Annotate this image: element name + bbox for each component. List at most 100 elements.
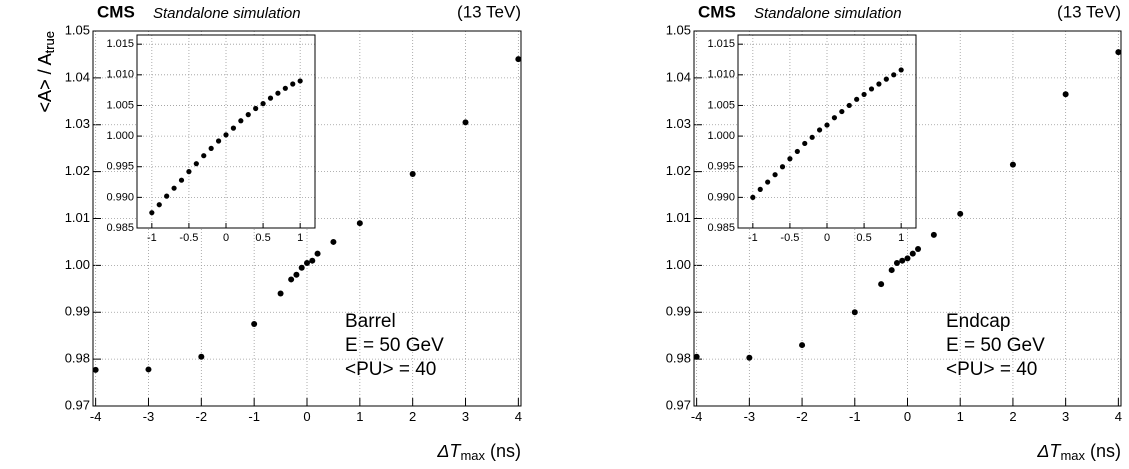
y-tick-label: 1.01 [65,210,90,225]
axes-frame [693,30,1122,407]
x-tick-label: -1 [849,409,861,424]
y-label-main: <A> / A [35,53,55,112]
y-tick-label: 1.000 [106,130,134,142]
data-point [765,179,771,185]
annotation: E = 50 GeV [946,335,1045,356]
data-point [304,260,310,267]
data-point [277,290,284,297]
y-label-sub: true [42,31,57,53]
x-tick-label: 0 [223,232,229,244]
y-tick-label: 1.02 [65,163,90,178]
data-point [891,72,897,78]
y-label-sub: true [42,31,57,53]
x-tick-label: 0 [824,232,830,244]
data-point [290,81,296,87]
y-axis-label: <A> / Atrue [35,31,58,112]
data-point [898,67,904,73]
x-tick-label: -4 [90,409,102,424]
data-point [293,271,300,278]
data-point [831,115,838,121]
data-point [186,169,192,175]
y-tick-label: 0.99 [65,304,90,319]
data-point [888,267,895,274]
data-point [356,220,363,227]
data-point [298,264,305,271]
data-point [171,185,177,191]
data-point [309,257,316,264]
x-tick-label: 1 [356,409,363,424]
energy-label: (13 TeV) [1057,2,1121,21]
experiment-label: CMS [97,2,135,21]
x-tick-label: 2 [409,409,416,424]
data-point [515,56,522,63]
annotation: <PU> = 40 [345,359,436,380]
y-tick-label: 1.05 [666,22,691,37]
x-tick-label: -2 [796,409,808,424]
data-point [868,86,875,92]
data-point [861,91,867,98]
data-point [846,102,852,109]
y-axis-label: <A> / Atrue [35,31,58,112]
x-tick-label: 0 [904,409,911,424]
data-point [1009,161,1016,168]
y-tick-label: 0.995 [707,161,735,173]
x-label-main: ΔT [436,441,462,461]
data-point [198,353,205,360]
data-point [238,118,244,124]
data-point [208,145,214,151]
y-tick-label: 1.03 [666,116,691,131]
y-tick-label: 0.990 [707,191,735,203]
data-point [802,140,808,147]
data-point [957,210,964,217]
data-point [297,78,303,84]
annotation: E = 50 GeV [345,335,444,356]
data-point [251,320,258,327]
data-point [164,193,170,199]
x-tick-label: 1 [957,409,964,424]
x-axis-label: ΔTmax (ns) [436,441,521,464]
data-point [816,127,823,133]
data-point [193,161,199,167]
x-tick-label: 4 [515,409,522,424]
data-point [794,148,800,155]
data-point [1062,91,1069,98]
y-tick-label: 1.015 [106,38,134,50]
data-point [809,134,815,140]
data-point [245,112,251,118]
x-tick-label: 2 [1009,409,1016,424]
annotation: <PU> = 40 [946,359,1037,380]
energy-label: (13 TeV) [457,2,521,21]
data-point [746,354,753,361]
data-point [772,172,778,178]
data-point [275,90,281,96]
x-tick-label: 0.5 [856,232,871,244]
y-tick-label: 0.97 [65,397,90,412]
data-point [757,186,763,192]
data-point [92,366,99,373]
data-point [314,250,321,257]
x-label-unit: (ns) [1085,441,1121,461]
data-point [839,108,845,115]
axes-frame [136,34,316,229]
data-point [156,202,162,208]
y-tick-label: 1.05 [65,22,90,37]
y-tick-label: 1.010 [707,69,735,81]
y-tick-label: 1.005 [707,99,735,111]
data-point [824,122,830,128]
y-tick-label: 0.97 [666,397,691,412]
x-tick-label: -4 [691,409,703,424]
annotation: Barrel [345,311,396,332]
data-point [883,76,889,82]
x-tick-label: 0 [303,409,310,424]
y-tick-label: 1.000 [707,130,735,142]
x-tick-label: 3 [1062,409,1069,424]
data-point [779,164,786,170]
data-point [253,105,259,112]
y-tick-label: 1.04 [65,69,90,84]
y-tick-label: 0.985 [106,222,134,234]
data-point [750,194,756,200]
data-point [787,156,793,162]
x-tick-label: 1 [297,232,303,244]
x-tick-label: -2 [196,409,208,424]
